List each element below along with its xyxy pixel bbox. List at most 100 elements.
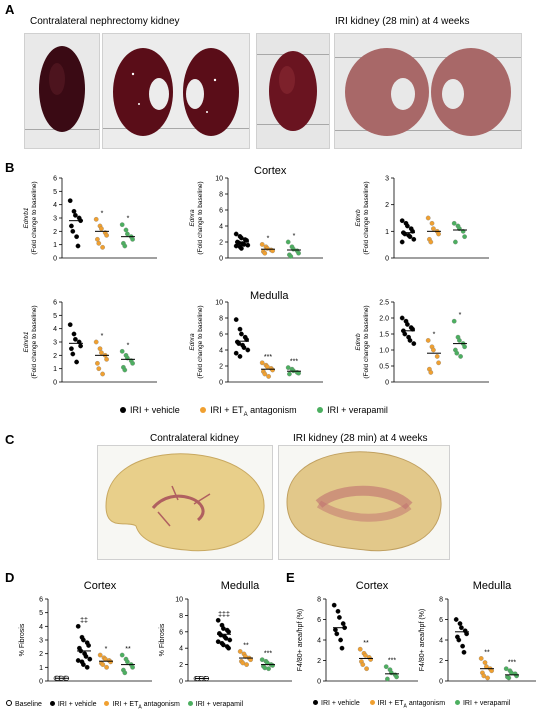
y-axis-gene-label: Ednra — [189, 209, 196, 227]
data-point — [130, 236, 135, 242]
significance-label: * — [101, 210, 104, 217]
data-point — [425, 215, 431, 221]
data-point — [125, 659, 130, 665]
y-tick-label: 4 — [219, 224, 223, 231]
data-point — [73, 336, 78, 342]
significance-label: * — [267, 235, 270, 242]
data-point — [259, 360, 265, 366]
data-point — [459, 625, 464, 631]
data-point — [270, 367, 275, 373]
data-point — [95, 236, 100, 242]
significance-label: *** — [508, 660, 516, 667]
y-axis-label: (Fold change to baseline) — [197, 305, 204, 378]
y-tick-label: 2 — [439, 658, 443, 665]
data-point — [425, 338, 431, 343]
significance-label: * — [293, 233, 296, 240]
data-point — [130, 360, 135, 366]
y-tick-label: 0 — [179, 679, 183, 686]
data-point — [270, 663, 275, 668]
data-point — [100, 662, 106, 667]
data-point — [457, 621, 463, 626]
data-point — [411, 236, 417, 242]
kidney-photo-iri-bisected — [334, 33, 522, 149]
legend-dot-icon — [187, 701, 193, 706]
data-point — [334, 631, 340, 637]
data-point — [130, 664, 135, 670]
panel-letter-a: A — [5, 2, 15, 17]
y-tick-label: 1 — [39, 665, 43, 672]
data-point — [270, 248, 275, 254]
significance-label: *** — [264, 354, 272, 361]
histology-contralateral-kidney — [97, 445, 273, 560]
panel-letter-d: D — [5, 570, 15, 585]
y-tick-label: 2.0 — [379, 316, 389, 323]
data-point — [262, 371, 268, 377]
data-point — [434, 354, 440, 359]
y-tick-label: 0 — [317, 679, 321, 686]
data-point — [69, 346, 74, 352]
data-point — [96, 240, 102, 246]
y-tick-label: 8 — [179, 613, 183, 620]
data-point — [464, 631, 469, 637]
legend-e-item-vehicle: IRI + vehicle — [313, 700, 360, 707]
data-point — [428, 370, 434, 375]
y-tick-label: 0 — [385, 256, 389, 263]
y-tick-label: 4 — [179, 646, 183, 653]
chart-b-medulla-ednra: 0 2 4 6 8 10 Ednra (Fold change to baseline) ***… — [189, 300, 323, 387]
data-point — [399, 218, 405, 224]
data-point — [70, 351, 76, 357]
data-point — [67, 198, 73, 204]
data-point — [357, 646, 363, 652]
data-point — [287, 371, 292, 377]
y-tick-label: 2 — [179, 662, 183, 669]
y-tick-label: 6 — [53, 176, 57, 183]
data-point — [407, 338, 413, 343]
data-point — [122, 367, 128, 373]
data-point — [74, 234, 79, 240]
data-point — [454, 350, 460, 356]
data-point — [399, 315, 405, 321]
chart-b-medulla-ednrb1: 0 1 2 3 4 5 6 Ednrb1 (Fold change to baseline) * * — [23, 300, 157, 387]
data-point — [74, 359, 79, 365]
data-point — [514, 673, 519, 679]
y-tick-label: 2 — [53, 229, 57, 236]
data-point — [407, 234, 413, 240]
data-point — [339, 645, 345, 651]
legend-d-item-vehicle: IRI + vehicle — [49, 701, 97, 708]
y-tick-label: 6 — [179, 629, 183, 636]
data-point — [86, 643, 91, 648]
data-point — [411, 341, 417, 346]
data-point — [288, 254, 294, 259]
data-point — [227, 637, 233, 643]
y-axis-label: % Fibrosis — [19, 623, 26, 656]
legend-b-item-vehicle: IRI + vehicle — [120, 405, 180, 415]
kidney-photo-iri-whole — [256, 33, 330, 149]
y-tick-label: 3 — [39, 638, 43, 645]
data-point — [431, 347, 436, 353]
data-point — [431, 226, 436, 232]
y-axis-gene-label: Ednrb — [355, 333, 362, 351]
data-point — [296, 250, 301, 256]
y-tick-label: 0 — [385, 380, 389, 387]
data-point — [104, 664, 109, 670]
data-point — [333, 627, 338, 633]
y-tick-label: 4 — [439, 638, 443, 645]
data-point — [87, 656, 93, 662]
y-tick-label: 3 — [53, 340, 57, 347]
data-point — [244, 662, 249, 667]
data-point — [394, 674, 399, 680]
data-point — [285, 239, 291, 245]
y-axis-label: (Fold change to baseline) — [31, 181, 38, 254]
data-point — [337, 615, 342, 620]
data-point — [233, 317, 239, 322]
y-tick-label: 2 — [39, 651, 43, 658]
data-point — [119, 348, 125, 354]
significance-label: ‡‡ — [80, 617, 88, 624]
legend-dot-icon — [104, 701, 110, 706]
y-tick-label: 1 — [53, 366, 57, 373]
panel-b-medulla-title: Medulla — [250, 290, 289, 302]
data-point — [99, 226, 104, 232]
data-point — [456, 637, 462, 643]
data-point — [436, 231, 441, 237]
